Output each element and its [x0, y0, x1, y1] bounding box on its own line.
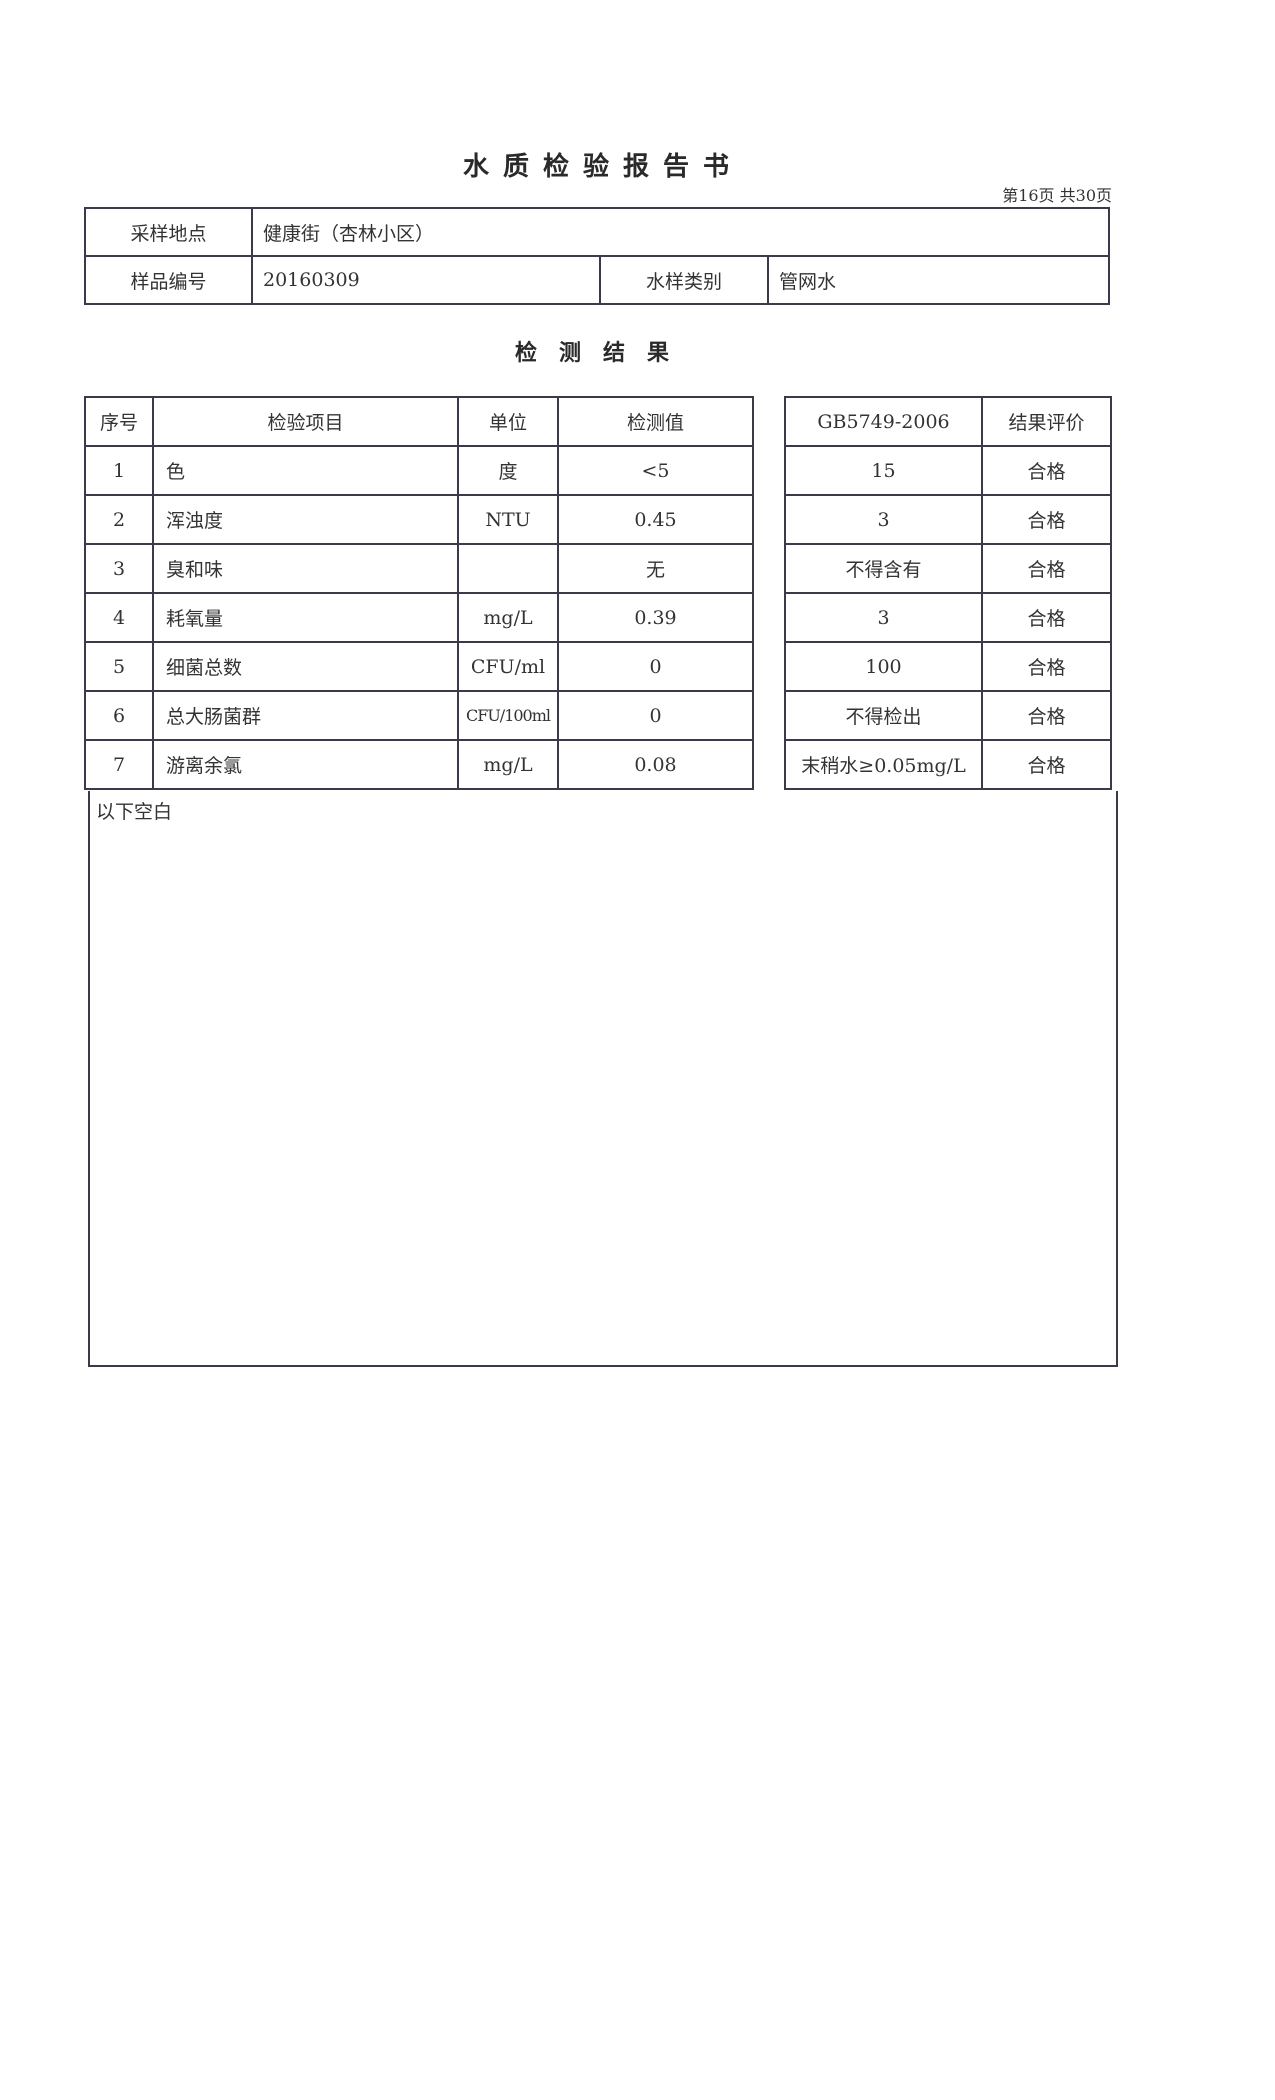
location-label: 采样地点 [84, 207, 253, 257]
cell-value: 0.08 [557, 739, 754, 790]
cell-standard: 末稍水≥0.05mg/L [784, 739, 983, 790]
location-value: 健康街（杏林小区） [251, 207, 1110, 257]
header-standard: GB5749-2006 [784, 396, 983, 447]
blank-note: 以下空白 [96, 801, 173, 823]
cell-no: 5 [84, 641, 154, 692]
cell-item: 细菌总数 [152, 641, 459, 692]
column-gap [752, 446, 786, 495]
results-title: 检测结果 [514, 340, 691, 366]
cell-item: 浑浊度 [152, 494, 459, 545]
location-row: 采样地点 健康街（杏林小区） [84, 207, 1110, 257]
cell-eval: 合格 [981, 543, 1112, 594]
table-row: 2 浑浊度 NTU 0.45 3 合格 [84, 494, 1112, 545]
cell-item: 臭和味 [152, 543, 459, 594]
cell-no: 1 [84, 445, 154, 496]
cell-eval: 合格 [981, 641, 1112, 692]
cell-standard: 不得含有 [784, 543, 983, 594]
cell-item: 总大肠菌群 [152, 690, 459, 741]
cell-no: 4 [84, 592, 154, 643]
cell-unit: CFU/ml [457, 641, 559, 692]
cell-value: 0 [557, 641, 754, 692]
cell-unit: 度 [457, 445, 559, 496]
cell-standard: 100 [784, 641, 983, 692]
header-eval: 结果评价 [981, 396, 1112, 447]
header-unit: 单位 [457, 396, 559, 447]
cell-no: 3 [84, 543, 154, 594]
water-type-label: 水样类别 [599, 255, 769, 305]
results-header-row: 序号 检验项目 单位 检测值 GB5749-2006 结果评价 [84, 396, 1112, 447]
table-row: 7 游离余氯 mg/L 0.08 末稍水≥0.05mg/L 合格 [84, 739, 1112, 790]
cell-unit: CFU/100ml [457, 690, 559, 741]
report-title: 水质检验报告书 [462, 152, 743, 182]
table-row: 5 细菌总数 CFU/ml 0 100 合格 [84, 641, 1112, 692]
header-item: 检验项目 [152, 396, 459, 447]
sample-info-table: 采样地点 健康街（杏林小区） 样品编号 20160309 水样类别 管网水 [84, 207, 1110, 305]
header-no: 序号 [84, 396, 154, 447]
column-gap [752, 642, 786, 691]
cell-unit: mg/L [457, 739, 559, 790]
page-number: 第16页 共30页 [1002, 186, 1112, 205]
column-gap [752, 740, 786, 789]
cell-value: 无 [557, 543, 754, 594]
cell-eval: 合格 [981, 494, 1112, 545]
cell-value: 0 [557, 690, 754, 741]
table-row: 3 臭和味 无不得含有 合格 [84, 543, 1112, 594]
column-gap [752, 544, 786, 593]
column-gap [752, 397, 786, 446]
column-gap [752, 691, 786, 740]
cell-eval: 合格 [981, 690, 1112, 741]
cell-no: 6 [84, 690, 154, 741]
cell-item: 耗氧量 [152, 592, 459, 643]
cell-item: 色 [152, 445, 459, 496]
cell-standard: 不得检出 [784, 690, 983, 741]
cell-eval: 合格 [981, 739, 1112, 790]
sample-no-label: 样品编号 [84, 255, 253, 305]
cell-value: 0.39 [557, 592, 754, 643]
cell-standard: 15 [784, 445, 983, 496]
table-row: 1 色度 <5 15 合格 [84, 445, 1112, 496]
cell-eval: 合格 [981, 445, 1112, 496]
cell-value: 0.45 [557, 494, 754, 545]
cell-no: 2 [84, 494, 154, 545]
results-table: 序号 检验项目 单位 检测值 GB5749-2006 结果评价 1 色度 <5 15 合… [84, 396, 1112, 790]
blank-area: 以下空白 [88, 791, 1118, 1367]
cell-standard: 3 [784, 494, 983, 545]
sample-no-value: 20160309 [251, 255, 601, 305]
column-gap [752, 495, 786, 544]
table-row: 6 总大肠菌群 CFU/100ml 0 不得检出 合格 [84, 690, 1112, 741]
cell-value: <5 [557, 445, 754, 496]
cell-unit [457, 543, 559, 594]
cell-item: 游离余氯 [152, 739, 459, 790]
cell-standard: 3 [784, 592, 983, 643]
cell-unit: NTU [457, 494, 559, 545]
cell-eval: 合格 [981, 592, 1112, 643]
table-row: 4 耗氧量 mg/L 0.39 3 合格 [84, 592, 1112, 643]
cell-unit: mg/L [457, 592, 559, 643]
header-value: 检测值 [557, 396, 754, 447]
column-gap [752, 593, 786, 642]
water-type-value: 管网水 [767, 255, 1110, 305]
cell-no: 7 [84, 739, 154, 790]
sample-row: 样品编号 20160309 水样类别 管网水 [84, 255, 1110, 305]
